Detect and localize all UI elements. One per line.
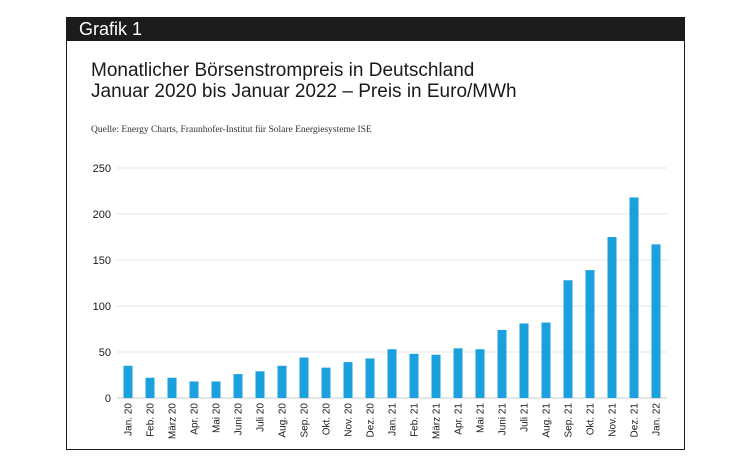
bar-12 (387, 349, 397, 398)
x-tick-label: Okt. 21 (586, 403, 597, 436)
x-tick-label: Aug. 21 (542, 403, 553, 438)
bar-21 (585, 270, 595, 398)
y-tick-label: 50 (99, 347, 111, 359)
x-tick-label: Feb. 20 (146, 403, 157, 437)
x-tick-label: März 21 (432, 403, 443, 440)
y-tick-label: 250 (93, 163, 111, 175)
bar-5 (233, 374, 243, 398)
bar-22 (607, 237, 617, 398)
x-tick-label: Okt. 20 (322, 403, 333, 436)
bar-11 (365, 358, 375, 398)
bars (123, 197, 661, 398)
bar-23 (629, 197, 639, 398)
bar-0 (123, 365, 133, 398)
bar-24 (651, 244, 661, 398)
x-tick-label: Jan. 20 (124, 403, 135, 436)
y-tick-label: 200 (93, 209, 111, 221)
y-tick-label: 100 (93, 301, 111, 313)
y-axis-ticks: 0 50 100 150 200 250 (93, 163, 111, 405)
source-note: Quelle: Energy Charts, Fraunhofer-Instit… (91, 125, 372, 135)
chart-title-line-2: Januar 2020 bis Januar 2022 – Preis in E… (91, 81, 517, 102)
x-tick-label: Jan. 21 (388, 403, 399, 436)
x-tick-label: März 20 (168, 403, 179, 440)
bar-10 (343, 362, 353, 398)
x-tick-label: Jan. 22 (652, 403, 663, 436)
x-tick-label: Sep. 20 (300, 403, 311, 438)
bar-20 (563, 280, 573, 398)
x-tick-label: Juli 21 (520, 403, 531, 432)
bar-3 (189, 381, 199, 398)
x-tick-label: Mai 21 (476, 403, 487, 433)
bar-1 (145, 377, 155, 398)
y-tick-label: 0 (105, 393, 111, 405)
x-tick-label: Dez. 21 (630, 403, 641, 438)
bar-16 (475, 349, 485, 398)
x-tick-label: Juni 21 (498, 403, 509, 436)
x-tick-label: Apr. 21 (454, 403, 465, 435)
x-tick-label: Mai 20 (212, 403, 223, 433)
x-tick-label: Juni 20 (234, 403, 245, 436)
x-tick-label: Aug. 20 (278, 403, 289, 438)
chart-title: Monatlicher Börsenstrompreis in Deutschl… (91, 60, 671, 102)
bar-13 (409, 353, 419, 398)
bar-9 (321, 367, 331, 398)
bar-15 (453, 348, 463, 398)
bar-8 (299, 357, 309, 398)
bar-18 (519, 323, 529, 398)
x-tick-label: Nov. 21 (608, 403, 619, 437)
x-tick-label: Feb. 21 (410, 403, 421, 437)
bar-4 (211, 381, 221, 398)
chart-title-line-1: Monatlicher Börsenstrompreis in Deutschl… (91, 60, 475, 81)
bar-14 (431, 354, 441, 398)
x-tick-label: Apr. 20 (190, 403, 201, 435)
bar-2 (167, 377, 177, 398)
header-bar: Grafik 1 (67, 18, 684, 41)
x-tick-label: Dez. 20 (366, 403, 377, 438)
bar-19 (541, 322, 551, 398)
figure-label: Grafik 1 (79, 19, 143, 39)
y-tick-label: 150 (93, 255, 111, 267)
x-tick-label: Sep. 21 (564, 403, 575, 438)
bar-7 (277, 365, 287, 398)
x-tick-label: Nov. 20 (344, 403, 355, 437)
x-axis-labels: Jan. 20 Feb. 20 März 20 Apr. 20 Mai 20 Juni 2… (124, 403, 663, 440)
x-tick-label: Juli 20 (256, 403, 267, 432)
bar-17 (497, 329, 507, 398)
bar-6 (255, 371, 265, 398)
